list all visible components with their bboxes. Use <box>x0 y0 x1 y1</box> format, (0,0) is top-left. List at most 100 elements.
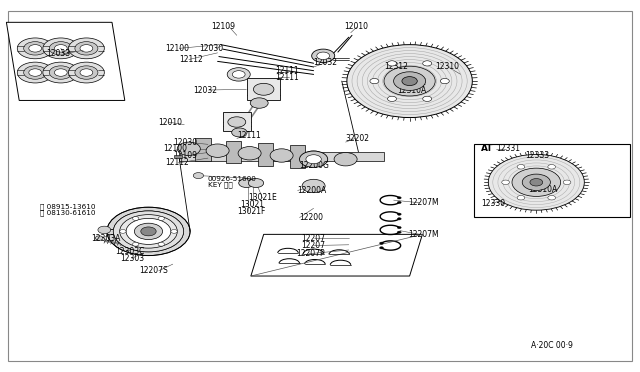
Text: 12207S: 12207S <box>140 266 168 275</box>
Circle shape <box>502 180 509 185</box>
Bar <box>179 152 384 161</box>
Circle shape <box>158 217 164 220</box>
Text: 13021F: 13021F <box>237 207 265 216</box>
Circle shape <box>422 96 432 102</box>
Text: 12207: 12207 <box>301 234 324 243</box>
Circle shape <box>29 45 42 52</box>
Circle shape <box>120 215 177 248</box>
Circle shape <box>397 227 401 229</box>
Circle shape <box>158 243 164 246</box>
Polygon shape <box>251 234 422 276</box>
Circle shape <box>17 62 53 83</box>
Circle shape <box>306 155 321 164</box>
Text: Ⓑ 08130-61610: Ⓑ 08130-61610 <box>40 209 95 216</box>
Text: KEY キー: KEY キー <box>208 181 233 188</box>
Text: 12333: 12333 <box>525 151 549 160</box>
Text: 12033: 12033 <box>46 49 70 58</box>
Circle shape <box>270 149 293 162</box>
Circle shape <box>312 49 335 62</box>
Circle shape <box>334 153 357 166</box>
Text: 12010: 12010 <box>344 22 369 31</box>
Circle shape <box>43 38 79 59</box>
Text: 12112: 12112 <box>179 55 203 64</box>
Text: 12200: 12200 <box>300 213 324 222</box>
Bar <box>247 78 280 100</box>
Circle shape <box>530 179 543 186</box>
Polygon shape <box>6 22 125 100</box>
Bar <box>223 112 251 131</box>
Circle shape <box>512 168 561 196</box>
Circle shape <box>232 128 247 137</box>
Circle shape <box>171 230 177 233</box>
Text: AT: AT <box>481 144 494 153</box>
Text: 12010: 12010 <box>158 118 182 126</box>
Text: 00926-51600: 00926-51600 <box>208 176 257 182</box>
Circle shape <box>397 231 401 233</box>
Circle shape <box>49 42 72 55</box>
Circle shape <box>380 242 383 244</box>
Circle shape <box>177 142 200 155</box>
Text: 12303A: 12303A <box>91 234 120 243</box>
Circle shape <box>54 69 67 76</box>
Circle shape <box>347 45 472 118</box>
Circle shape <box>384 66 435 96</box>
Bar <box>474 144 630 217</box>
Circle shape <box>134 223 163 240</box>
Text: 12207: 12207 <box>301 241 324 250</box>
Circle shape <box>132 243 139 246</box>
Circle shape <box>388 61 397 66</box>
Bar <box>226 141 241 163</box>
Text: 12109: 12109 <box>173 151 197 160</box>
Text: 12330: 12330 <box>481 199 506 208</box>
Text: 12111: 12111 <box>237 131 260 140</box>
Text: 12200G: 12200G <box>300 161 330 170</box>
Text: 12207M: 12207M <box>408 198 439 207</box>
Text: 12207P: 12207P <box>296 249 325 258</box>
Circle shape <box>75 66 98 79</box>
Circle shape <box>120 230 126 233</box>
Circle shape <box>402 77 417 86</box>
Circle shape <box>422 61 432 66</box>
Circle shape <box>193 173 204 179</box>
Circle shape <box>522 174 550 190</box>
Circle shape <box>132 217 139 220</box>
Text: 12030: 12030 <box>200 44 224 53</box>
Circle shape <box>300 151 328 167</box>
Bar <box>195 138 211 161</box>
Text: 12303: 12303 <box>120 254 145 263</box>
Text: 12310: 12310 <box>435 62 460 71</box>
Text: 13021: 13021 <box>240 200 264 209</box>
Circle shape <box>141 227 156 236</box>
Bar <box>258 143 273 166</box>
Circle shape <box>228 117 246 127</box>
Circle shape <box>548 196 556 200</box>
Text: ⒨ 08915-13610: ⒨ 08915-13610 <box>40 203 95 210</box>
Circle shape <box>517 164 525 169</box>
Circle shape <box>98 226 111 234</box>
Circle shape <box>548 164 556 169</box>
Circle shape <box>302 151 325 164</box>
Text: 12032: 12032 <box>193 86 218 94</box>
Circle shape <box>238 147 261 160</box>
Text: 12207M: 12207M <box>408 230 439 239</box>
Text: 12310A: 12310A <box>397 86 426 94</box>
Circle shape <box>253 83 274 95</box>
Text: 32202: 32202 <box>346 134 370 143</box>
Circle shape <box>397 197 401 199</box>
Circle shape <box>248 179 264 187</box>
Circle shape <box>29 69 42 76</box>
Circle shape <box>113 211 184 252</box>
Circle shape <box>397 201 401 203</box>
Circle shape <box>24 42 47 55</box>
Circle shape <box>206 144 229 157</box>
Circle shape <box>68 62 104 83</box>
Text: 12310A: 12310A <box>528 185 557 194</box>
Circle shape <box>239 179 254 187</box>
Bar <box>290 145 305 168</box>
Circle shape <box>232 71 245 78</box>
Circle shape <box>24 66 47 79</box>
Text: 13021E: 13021E <box>248 193 277 202</box>
Text: A·20C 00·9: A·20C 00·9 <box>531 341 573 350</box>
Circle shape <box>517 196 525 200</box>
Bar <box>174 155 182 158</box>
